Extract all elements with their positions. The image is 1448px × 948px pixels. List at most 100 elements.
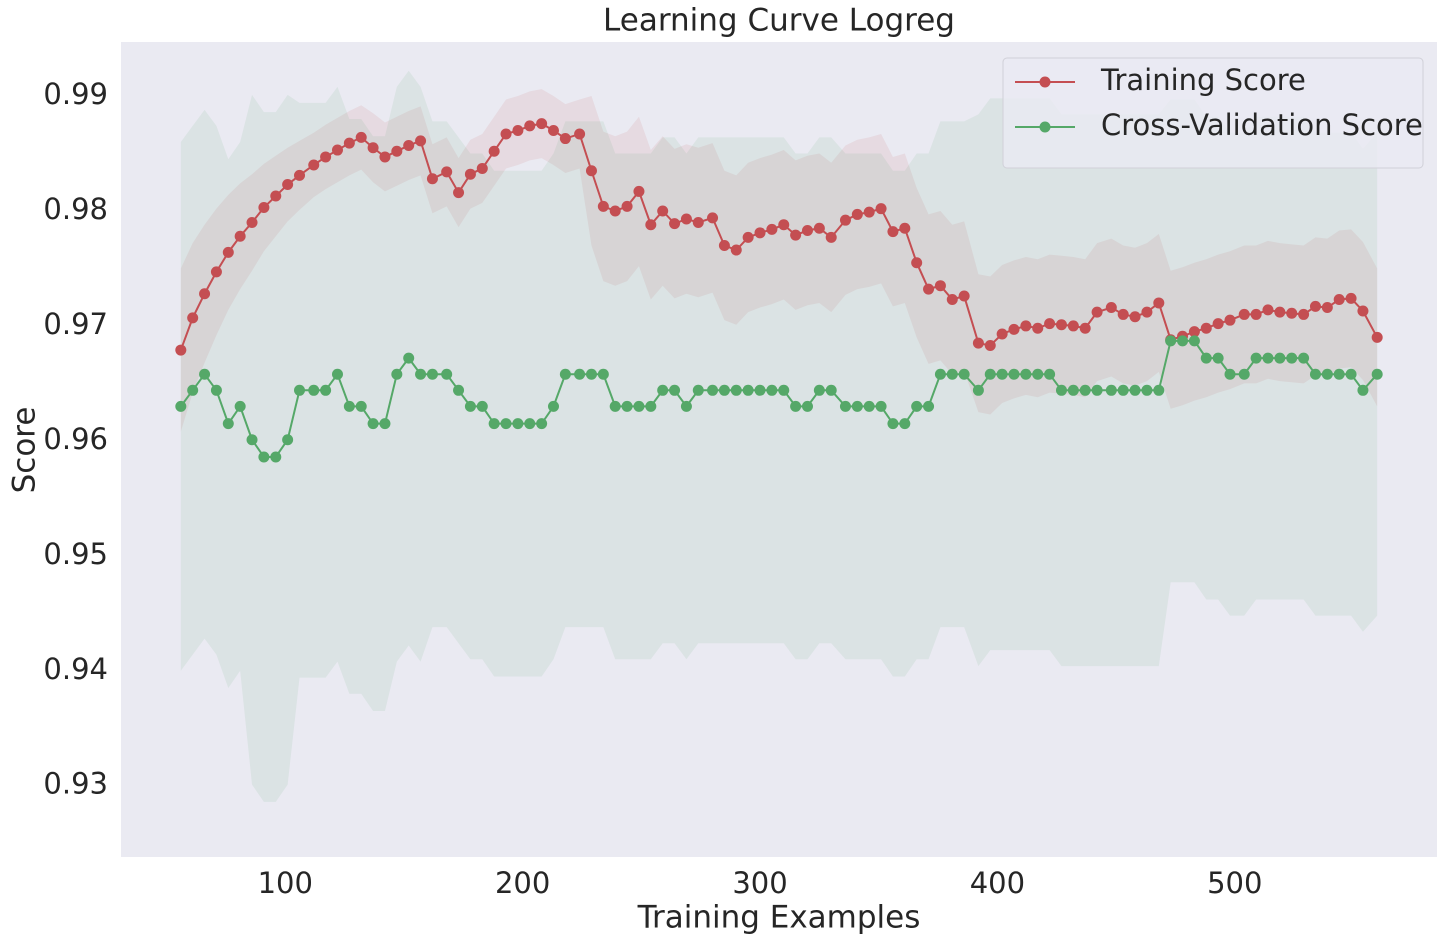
score-point (1298, 308, 1310, 320)
score-point (645, 219, 657, 231)
score-point (488, 418, 500, 430)
score-point (282, 434, 294, 446)
y-tick-label: 0.95 (43, 537, 108, 571)
x-axis-label: Training Examples (637, 900, 921, 936)
score-point (669, 218, 681, 230)
score-point (464, 400, 476, 412)
score-point (391, 368, 403, 380)
score-point (1141, 306, 1153, 318)
score-point (621, 200, 633, 212)
score-point (453, 384, 465, 396)
score-point (1333, 293, 1345, 305)
score-point (825, 384, 837, 396)
score-point (270, 190, 282, 202)
x-tick-label: 200 (495, 866, 550, 900)
legend-label: Training Score (1100, 63, 1306, 97)
bands (180, 70, 1378, 802)
score-point (222, 418, 234, 430)
score-point (609, 400, 621, 412)
score-point (246, 216, 258, 228)
score-point (1212, 352, 1224, 364)
score-point (801, 225, 813, 237)
score-point (1321, 302, 1333, 314)
score-point (669, 384, 681, 396)
score-point (1044, 318, 1056, 330)
score-point (707, 212, 719, 224)
score-point (187, 312, 199, 324)
score-point (1153, 384, 1165, 396)
score-point (1020, 368, 1032, 380)
score-point (851, 400, 863, 412)
score-point (1079, 322, 1091, 334)
score-point (415, 368, 427, 380)
score-point (1262, 352, 1274, 364)
score-point (175, 400, 187, 412)
score-point (1212, 318, 1224, 330)
score-point (1032, 368, 1044, 380)
score-point (1055, 384, 1067, 396)
score-point (621, 400, 633, 412)
score-point (899, 222, 911, 234)
score-point (559, 368, 571, 380)
lines (175, 118, 1383, 463)
score-point (320, 384, 332, 396)
score-point (210, 384, 222, 396)
score-point (1129, 311, 1141, 323)
score-point (707, 384, 719, 396)
score-point (1105, 384, 1117, 396)
score-point (958, 368, 970, 380)
score-point (391, 145, 403, 157)
score-point (500, 128, 512, 140)
score-point (574, 128, 586, 140)
score-point (426, 173, 438, 185)
score-point (984, 339, 996, 351)
score-point (958, 290, 970, 302)
score-point (1032, 322, 1044, 334)
score-point (813, 384, 825, 396)
score-point (1286, 307, 1298, 319)
score-point (1309, 368, 1321, 380)
score-point (574, 368, 586, 380)
score-point (1357, 384, 1369, 396)
score-point (923, 283, 935, 295)
score-point (1345, 292, 1357, 304)
score-point (1345, 368, 1357, 380)
y-tick-label: 0.94 (43, 652, 108, 686)
legend-marker (1039, 76, 1051, 88)
score-point (488, 145, 500, 157)
legend-label: Cross-Validation Score (1101, 108, 1423, 142)
score-point (464, 168, 476, 180)
score-point (911, 400, 923, 412)
score-point (742, 384, 754, 396)
score-point (246, 434, 258, 446)
score-point (367, 418, 379, 430)
legend-box (1002, 57, 1424, 169)
score-point (512, 418, 524, 430)
score-point (887, 226, 899, 238)
score-point (645, 400, 657, 412)
score-point (923, 400, 935, 412)
score-point (825, 231, 837, 243)
score-point (899, 418, 911, 430)
score-point (1371, 331, 1383, 343)
score-point (512, 125, 524, 137)
score-point (754, 384, 766, 396)
score-point (1117, 384, 1129, 396)
score-point (597, 200, 609, 212)
y-tick-label: 0.97 (43, 307, 108, 341)
score-point (730, 384, 742, 396)
score-point (234, 230, 246, 242)
score-point (1250, 308, 1262, 320)
score-point (790, 400, 802, 412)
score-point (308, 384, 320, 396)
score-point (343, 137, 355, 149)
legend: Training Score Cross-Validation Score (1002, 57, 1424, 169)
std-band (180, 70, 1378, 802)
score-point (1274, 352, 1286, 364)
x-tick-label: 300 (732, 866, 787, 900)
score-point (199, 288, 211, 300)
score-point (210, 266, 222, 278)
score-point (1067, 320, 1079, 332)
score-point (524, 418, 536, 430)
score-point (790, 229, 802, 241)
